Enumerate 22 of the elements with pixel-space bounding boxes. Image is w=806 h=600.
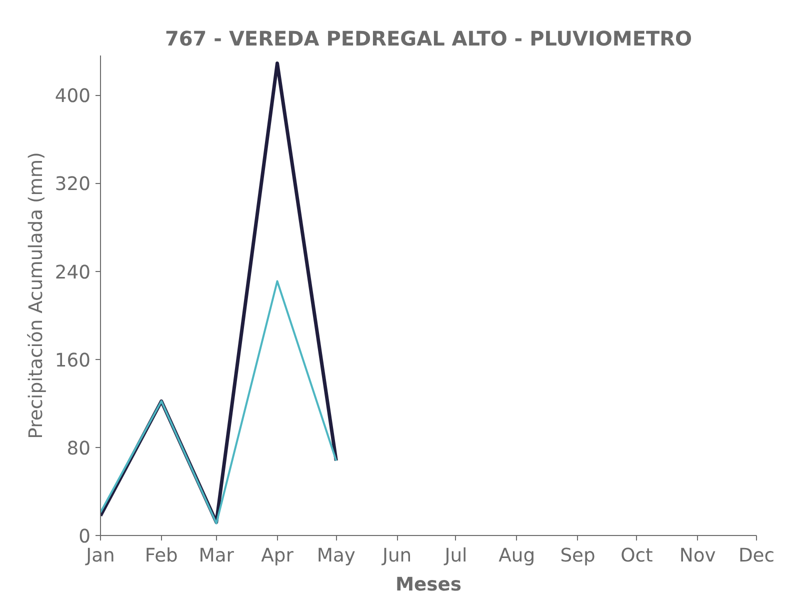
y-tick-label: 0 bbox=[78, 526, 91, 548]
x-tick-label: Jun bbox=[382, 546, 412, 566]
x-tick-label: Mar bbox=[198, 546, 234, 566]
y-tick-label: 400 bbox=[54, 86, 90, 108]
chart-title: 767 - VEREDA PEDREGAL ALTO - PLUVIOMETRO bbox=[164, 26, 692, 50]
x-axis-title: Meses bbox=[395, 574, 462, 596]
x-tick-label: May bbox=[316, 546, 356, 566]
y-tick-label: 320 bbox=[54, 174, 90, 196]
x-tick-label: Jan bbox=[85, 546, 115, 566]
x-tick-label: Aug bbox=[498, 546, 536, 566]
x-tick-label: Oct bbox=[620, 546, 653, 566]
x-tick-label: Nov bbox=[679, 546, 716, 566]
x-tick-label: Sep bbox=[560, 546, 596, 566]
x-tick-label: Dec bbox=[738, 546, 775, 566]
x-tick-label: Apr bbox=[261, 546, 294, 566]
y-tick-label: 160 bbox=[54, 350, 90, 372]
x-tick-label: Feb bbox=[144, 546, 178, 566]
x-tick-label: Jul bbox=[444, 546, 468, 566]
y-axis-title: Precipitación Acumulada (mm) bbox=[26, 152, 47, 439]
y-tick-label: 80 bbox=[66, 438, 91, 460]
y-tick-label: 240 bbox=[54, 262, 90, 284]
line-series bbox=[100, 280, 338, 524]
